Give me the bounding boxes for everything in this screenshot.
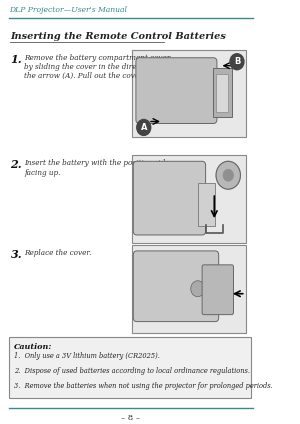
Text: 1.  Only use a 3V lithium battery (CR2025).: 1. Only use a 3V lithium battery (CR2025… [14, 352, 160, 360]
Text: Insert the battery with the positive side
facing up.: Insert the battery with the positive sid… [24, 159, 170, 176]
Text: Remove the battery compartment cover
by sliding the cover in the direction of
th: Remove the battery compartment cover by … [24, 54, 171, 80]
Circle shape [191, 281, 205, 297]
Text: B: B [234, 57, 240, 66]
Bar [216, 74, 228, 112]
Text: 3.: 3. [11, 249, 22, 260]
Circle shape [137, 120, 151, 135]
Bar [132, 245, 246, 332]
Text: DLP Projector—User's Manual: DLP Projector—User's Manual [9, 6, 127, 14]
Text: Inserting the Remote Control Batteries: Inserting the Remote Control Batteries [11, 32, 226, 41]
FancyBboxPatch shape [202, 265, 233, 315]
Circle shape [216, 161, 240, 189]
FancyBboxPatch shape [133, 251, 219, 321]
Circle shape [223, 169, 233, 181]
Text: – 8 –: – 8 – [121, 414, 140, 422]
Text: 3.  Remove the batteries when not using the projector for prolonged periods.: 3. Remove the batteries when not using t… [14, 382, 273, 391]
Bar [198, 183, 215, 226]
Bar [213, 68, 232, 117]
FancyBboxPatch shape [133, 161, 206, 235]
Circle shape [230, 54, 244, 70]
Text: Caution:: Caution: [14, 343, 52, 351]
Bar [132, 50, 246, 137]
Bar [132, 155, 246, 243]
Text: A: A [140, 123, 147, 132]
Text: Replace the cover.: Replace the cover. [24, 249, 92, 257]
Text: 2.  Dispose of used batteries according to local ordinance regulations.: 2. Dispose of used batteries according t… [14, 368, 250, 375]
Text: 1.: 1. [11, 54, 22, 65]
Bar [9, 337, 251, 398]
Text: 2.: 2. [11, 159, 22, 170]
FancyBboxPatch shape [136, 58, 217, 123]
